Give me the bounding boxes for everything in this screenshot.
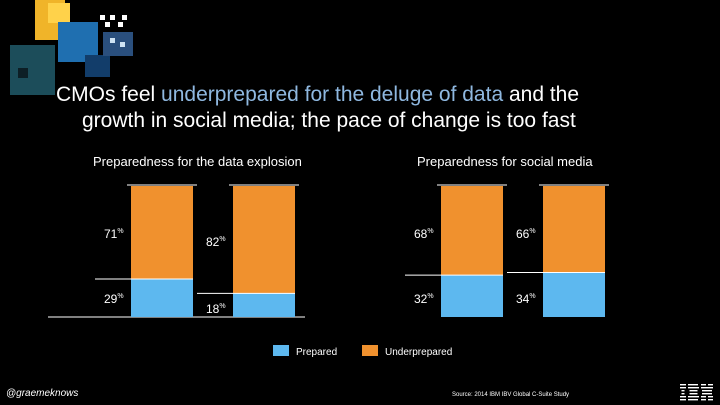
legend-swatch-underprepared bbox=[362, 345, 378, 356]
bar-segment-underprepared bbox=[233, 186, 295, 294]
deco-dot bbox=[118, 22, 123, 27]
value-label-prepared: 34% bbox=[516, 292, 536, 306]
deco-square-lightyellow bbox=[48, 3, 70, 23]
deco-square-teal bbox=[10, 45, 55, 95]
source-note: Source: 2014 IBM IBV Global C-Suite Stud… bbox=[452, 392, 570, 398]
value-label-prepared: 18% bbox=[206, 302, 226, 316]
bar-segment-prepared bbox=[441, 275, 503, 317]
title-text: CMOs feel bbox=[56, 83, 162, 106]
twitter-handle: @graemeknows bbox=[6, 388, 79, 399]
value-label-underprepared: 71% bbox=[104, 227, 124, 241]
deco-dot bbox=[105, 22, 110, 27]
deco-square-navy bbox=[85, 55, 110, 77]
ibm-logo bbox=[680, 384, 713, 401]
value-label-underprepared: 68% bbox=[414, 227, 434, 241]
slide-title: CMOs feel underprepared for the deluge o… bbox=[56, 82, 706, 134]
deco-dot bbox=[110, 38, 115, 43]
deco-dot bbox=[122, 15, 127, 20]
title-text: and the bbox=[503, 83, 580, 106]
bar-segment-prepared bbox=[131, 279, 193, 317]
value-label-prepared: 32% bbox=[414, 292, 434, 306]
chart-2-title: Preparedness for social media bbox=[417, 154, 593, 169]
value-label-underprepared: 66% bbox=[516, 227, 536, 241]
deco-square-slate bbox=[103, 32, 133, 56]
deco-dot bbox=[100, 15, 105, 20]
corner-decoration bbox=[10, 0, 133, 95]
value-label-underprepared: 82% bbox=[206, 235, 226, 249]
chart-1-title: Preparedness for the data explosion bbox=[93, 154, 302, 169]
deco-square-dark bbox=[18, 68, 28, 78]
title-highlight: underprepared for the deluge of data bbox=[161, 83, 504, 106]
bar-segment-underprepared bbox=[441, 186, 503, 276]
legend-label-underprepared: Underprepared bbox=[385, 347, 453, 358]
legend-label-prepared: Prepared bbox=[296, 347, 338, 358]
deco-dot bbox=[110, 15, 115, 20]
title-line-2: growth in social media; the pace of chan… bbox=[82, 109, 576, 132]
bar-segment-underprepared bbox=[543, 186, 605, 273]
value-label-prepared: 29% bbox=[104, 292, 124, 306]
bar-segment-prepared bbox=[543, 272, 605, 317]
bar-segment-prepared bbox=[233, 293, 295, 317]
legend-swatch-prepared bbox=[273, 345, 289, 356]
deco-dot bbox=[120, 42, 125, 47]
bar-segment-underprepared bbox=[131, 186, 193, 280]
